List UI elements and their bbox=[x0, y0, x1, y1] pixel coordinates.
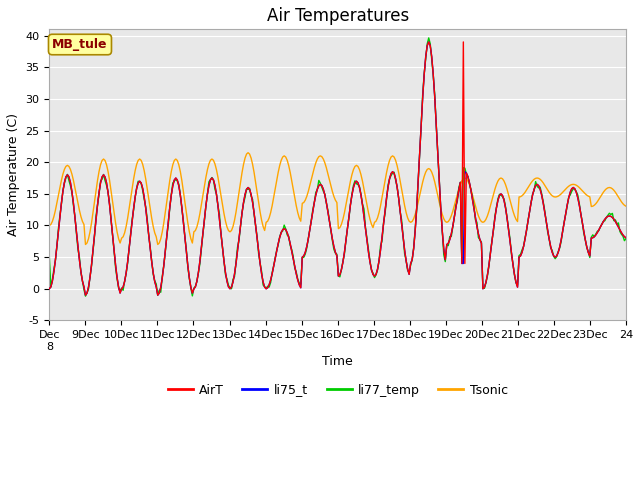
Tsonic bbox=[621, 203, 628, 208]
li77_temp bbox=[65, 178, 73, 183]
Legend: AirT, li75_t, li77_temp, Tsonic: AirT, li75_t, li77_temp, Tsonic bbox=[163, 379, 513, 401]
Tsonic bbox=[545, 190, 553, 195]
AirT bbox=[460, 39, 467, 45]
AirT bbox=[82, 292, 90, 298]
li75_t bbox=[65, 174, 73, 180]
li75_t bbox=[425, 39, 433, 45]
li75_t bbox=[45, 286, 53, 292]
Line: li75_t: li75_t bbox=[49, 42, 626, 295]
Line: Tsonic: Tsonic bbox=[49, 153, 626, 244]
li75_t bbox=[82, 292, 90, 298]
Tsonic bbox=[45, 223, 53, 228]
Y-axis label: Air Temperature (C): Air Temperature (C) bbox=[7, 113, 20, 236]
Tsonic bbox=[65, 164, 73, 169]
Tsonic bbox=[345, 186, 353, 192]
li77_temp bbox=[621, 238, 628, 243]
li75_t bbox=[621, 234, 628, 240]
Tsonic bbox=[460, 176, 467, 181]
li77_temp bbox=[45, 254, 53, 260]
Tsonic bbox=[84, 236, 92, 241]
li77_temp bbox=[84, 287, 92, 292]
AirT bbox=[45, 286, 53, 292]
AirT bbox=[545, 236, 553, 242]
li77_temp bbox=[425, 35, 433, 41]
li75_t bbox=[545, 236, 553, 242]
li77_temp bbox=[344, 226, 351, 231]
Tsonic bbox=[82, 241, 90, 247]
AirT bbox=[622, 235, 630, 240]
li75_t bbox=[622, 235, 630, 240]
AirT bbox=[344, 226, 351, 231]
Title: Air Temperatures: Air Temperatures bbox=[266, 7, 409, 25]
Line: AirT: AirT bbox=[49, 42, 626, 295]
Text: MB_tule: MB_tule bbox=[52, 38, 108, 51]
Tsonic bbox=[622, 204, 630, 209]
AirT bbox=[84, 284, 92, 290]
li77_temp bbox=[82, 293, 90, 299]
li77_temp bbox=[460, 165, 467, 170]
AirT bbox=[425, 39, 433, 45]
li77_temp bbox=[545, 236, 553, 241]
li77_temp bbox=[622, 236, 630, 241]
X-axis label: Time: Time bbox=[323, 355, 353, 368]
li75_t bbox=[460, 261, 467, 266]
li75_t bbox=[84, 284, 92, 290]
AirT bbox=[621, 234, 628, 240]
li75_t bbox=[344, 226, 351, 231]
Line: li77_temp: li77_temp bbox=[49, 38, 626, 296]
Tsonic bbox=[244, 150, 252, 156]
AirT bbox=[65, 174, 73, 180]
